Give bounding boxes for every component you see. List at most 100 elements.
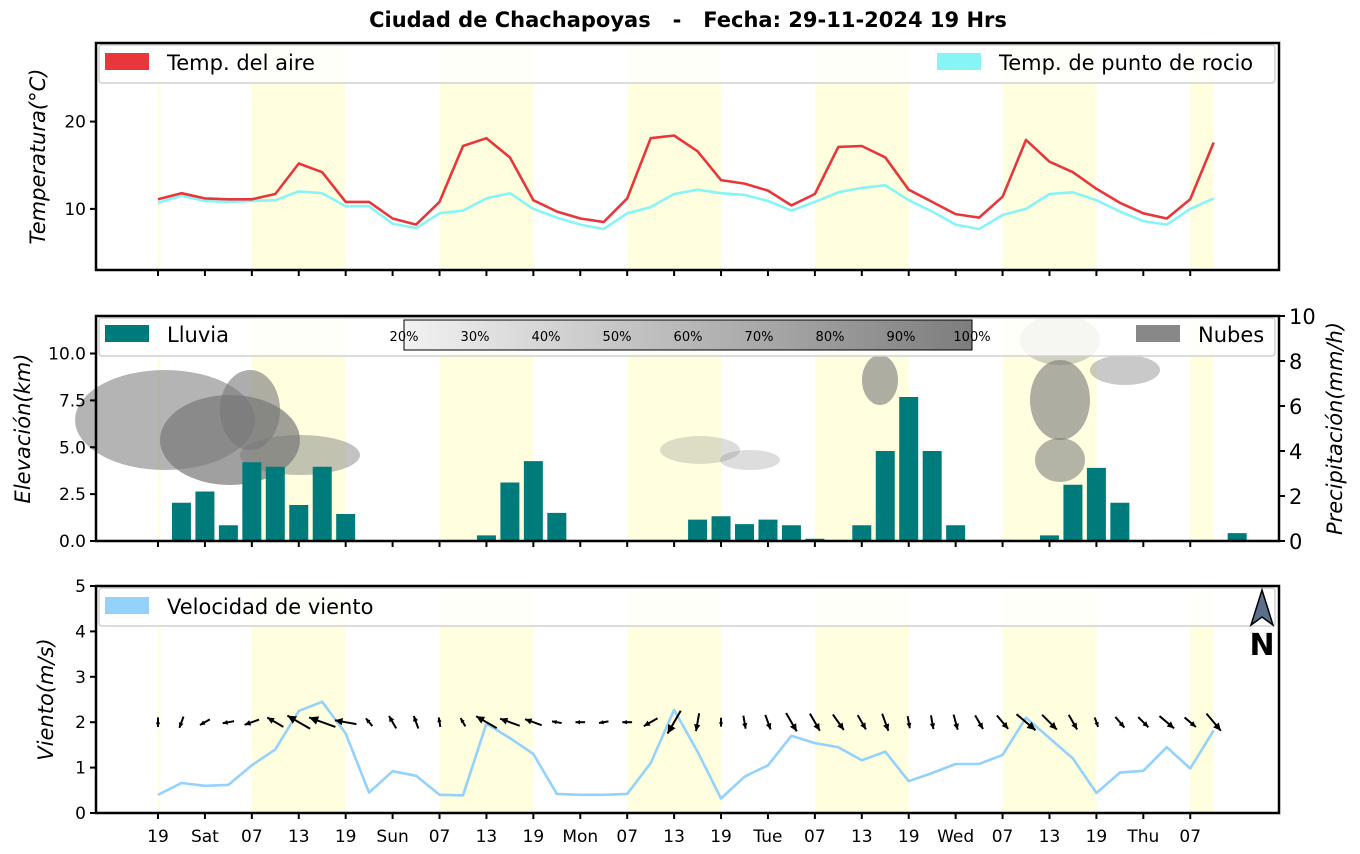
wind-arrow (693, 713, 701, 732)
colorbar-label: 50% (603, 330, 632, 345)
colorbar-label: 100% (953, 330, 990, 345)
wind-arrow (222, 719, 235, 725)
y-tick-label: 2 (75, 713, 86, 733)
wind-arrow (365, 717, 374, 727)
wind-arrow (974, 714, 984, 730)
north-arrow-icon: N (1249, 587, 1275, 663)
y-tick-label: 5 (75, 577, 86, 597)
wind-arrow (1183, 716, 1197, 728)
y-tick-label: 10 (64, 200, 86, 220)
y-tick-label: 4 (75, 622, 86, 642)
x-tick-label: Sat (191, 827, 219, 847)
temperature-panel: Temp. del aire Temp. de punto de rocio 10 2… (26, 41, 1281, 276)
wind-arrow (881, 713, 890, 732)
x-tick-label: Tue (752, 827, 782, 847)
wind-arrow (1205, 712, 1222, 732)
rain-bar (781, 525, 801, 541)
x-tick-label: 13 (476, 827, 498, 847)
colorbar-label: 80% (816, 330, 845, 345)
y-tick-label-right: 2 (1289, 485, 1302, 509)
legend-rain-label: Lluvia (167, 323, 229, 347)
y-axis-label: Temperatura(°C) (26, 69, 50, 245)
x-tick-label: 13 (851, 827, 873, 847)
daytime-band (1190, 586, 1214, 813)
rain-bar (688, 519, 708, 541)
wind-arrow (286, 714, 311, 730)
rain-bar (1086, 467, 1106, 541)
wind-arrow (1137, 716, 1150, 728)
daytime-band (158, 586, 161, 813)
colorbar-label: 70% (745, 330, 774, 345)
legend-wind-label: Velocidad de viento (167, 595, 373, 619)
y-tick-label: 0.0 (59, 532, 86, 552)
wind-arrow (622, 720, 633, 725)
rain-bar (336, 514, 356, 541)
y-tick-label-right: 10 (1289, 305, 1316, 329)
y-tick-label: 1 (75, 759, 86, 779)
y-tick-label: 0 (75, 804, 86, 824)
rain-bar (265, 466, 285, 541)
rain-bar (242, 462, 262, 541)
x-tick-label: 19 (710, 827, 732, 847)
x-tick-label: Thu (1126, 827, 1159, 847)
x-tick-label: 19 (523, 827, 545, 847)
rain-bar (875, 451, 895, 541)
wind-arrow (499, 717, 521, 727)
legend-rain-swatch (105, 325, 149, 342)
cloud-shading (1090, 355, 1160, 385)
rain-bar (946, 525, 966, 541)
wind-arrow (996, 714, 1009, 730)
panel-frame (94, 584, 1281, 815)
x-tick-label: 07 (241, 827, 263, 847)
x-tick-label: Wed (937, 827, 974, 847)
legend-dew-point-swatch (937, 53, 981, 70)
cloud-shading (240, 435, 360, 475)
legend-dew-point-label: Temp. de punto de rocio (998, 51, 1253, 75)
wind-arrow (718, 717, 724, 727)
wind-arrow (1015, 713, 1037, 731)
panel-frame (94, 314, 1281, 543)
y-axis-label: Elevación(km) (11, 354, 35, 504)
y-tick-label: 5.0 (59, 438, 86, 458)
wind-arrow (308, 716, 336, 728)
rain-bar (758, 519, 778, 541)
colorbar-label: 90% (887, 330, 916, 345)
x-tick-label: 13 (1039, 827, 1061, 847)
rain-bar (1063, 484, 1083, 541)
wind-arrow (266, 716, 284, 728)
rain-bar (523, 461, 543, 541)
wind-arrow (643, 717, 659, 728)
precipitation-cloud-panel: Lluvia Nubes 20% 30% 40% 50% 60% 70% 80% 90% 100% 0… (11, 305, 1347, 554)
wind-arrow (412, 715, 420, 729)
y-tick-label: 2.5 (59, 485, 86, 505)
wind-arrow (832, 713, 845, 731)
wind-arrow (666, 710, 682, 735)
x-tick-label: 19 (335, 827, 357, 847)
legend-air-temp-swatch (105, 53, 149, 70)
y-tick-label-right: 8 (1289, 350, 1302, 374)
legend-clouds-label: Nubes (1198, 323, 1264, 347)
panel-frame (94, 41, 1281, 272)
daytime-band (1190, 316, 1214, 541)
legend-box (98, 587, 1276, 627)
x-tick-label: Sun (376, 827, 408, 847)
cloud-shading (660, 436, 740, 464)
daytime-band (158, 43, 161, 270)
colorbar-label: 20% (390, 330, 419, 345)
colorbar-label: 40% (532, 330, 561, 345)
y-tick-label-right: 6 (1289, 395, 1302, 419)
rain-bar (1110, 502, 1130, 541)
wind-arrow (1041, 714, 1058, 731)
wind-arrow (1093, 717, 1100, 728)
rain-bar (312, 466, 332, 541)
wind-arrow (334, 718, 357, 726)
wind-arrow (459, 717, 467, 727)
legend-air-temp-label: Temp. del aire (166, 51, 315, 75)
cloud-shading (862, 355, 898, 405)
y-tick-label: 10.0 (48, 345, 86, 365)
wind-arrow (199, 718, 211, 726)
rain-bar (476, 535, 496, 541)
wind-arrow (952, 714, 959, 731)
wind-arrow (575, 720, 586, 725)
